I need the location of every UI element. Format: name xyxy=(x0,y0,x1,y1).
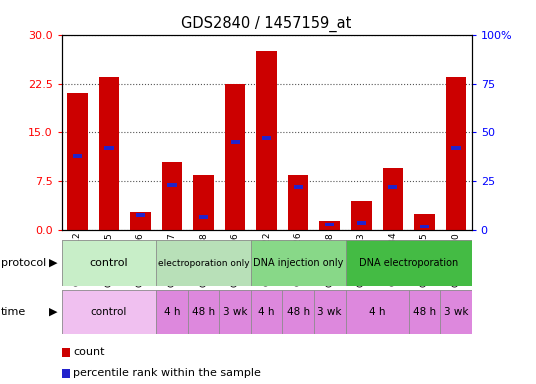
Bar xyxy=(193,175,214,230)
Bar xyxy=(282,290,314,334)
Text: ▶: ▶ xyxy=(49,258,58,268)
Text: ▶: ▶ xyxy=(49,307,58,317)
Bar xyxy=(383,169,403,230)
Text: 48 h: 48 h xyxy=(413,307,436,317)
Text: 4 h: 4 h xyxy=(258,307,275,317)
Bar xyxy=(251,240,346,286)
Bar xyxy=(188,290,219,334)
Bar xyxy=(225,84,245,230)
Text: 4 h: 4 h xyxy=(369,307,385,317)
Bar xyxy=(445,77,466,230)
Bar xyxy=(408,290,440,334)
Bar xyxy=(136,213,145,217)
Text: 48 h: 48 h xyxy=(287,307,310,317)
Bar xyxy=(319,220,340,230)
Text: 3 wk: 3 wk xyxy=(317,307,342,317)
Bar xyxy=(351,201,371,230)
Bar xyxy=(105,146,114,150)
Bar xyxy=(294,185,303,189)
Bar xyxy=(356,220,366,225)
Text: protocol: protocol xyxy=(1,258,46,268)
Bar xyxy=(162,162,182,230)
Bar xyxy=(199,215,208,218)
Bar xyxy=(67,93,88,230)
Bar xyxy=(440,290,472,334)
Text: 3 wk: 3 wk xyxy=(444,307,468,317)
Bar xyxy=(414,214,435,230)
Bar xyxy=(219,290,251,334)
Bar xyxy=(262,136,271,140)
Bar xyxy=(314,290,346,334)
Bar xyxy=(62,290,157,334)
Bar xyxy=(157,240,251,286)
Text: 48 h: 48 h xyxy=(192,307,215,317)
Text: 4 h: 4 h xyxy=(164,307,180,317)
Bar xyxy=(230,140,240,144)
Text: GDS2840 / 1457159_at: GDS2840 / 1457159_at xyxy=(182,15,352,31)
Text: 3 wk: 3 wk xyxy=(223,307,248,317)
Text: count: count xyxy=(73,347,105,358)
Bar xyxy=(388,185,397,189)
Bar xyxy=(256,51,277,230)
Bar xyxy=(62,240,157,286)
Bar xyxy=(346,290,408,334)
Bar xyxy=(251,290,282,334)
Text: DNA injection only: DNA injection only xyxy=(253,258,344,268)
Bar xyxy=(157,290,188,334)
Text: control: control xyxy=(90,258,128,268)
Bar xyxy=(451,146,460,150)
Bar xyxy=(99,77,119,230)
Bar xyxy=(420,225,429,228)
Bar xyxy=(325,223,334,227)
Bar xyxy=(130,212,151,230)
Bar xyxy=(73,154,82,158)
Text: time: time xyxy=(1,307,26,317)
Text: percentile rank within the sample: percentile rank within the sample xyxy=(73,368,262,379)
Text: electroporation only: electroporation only xyxy=(158,258,249,268)
Bar xyxy=(346,240,472,286)
Bar xyxy=(167,184,177,187)
Bar xyxy=(288,175,308,230)
Text: DNA electroporation: DNA electroporation xyxy=(359,258,458,268)
Text: control: control xyxy=(91,307,127,317)
